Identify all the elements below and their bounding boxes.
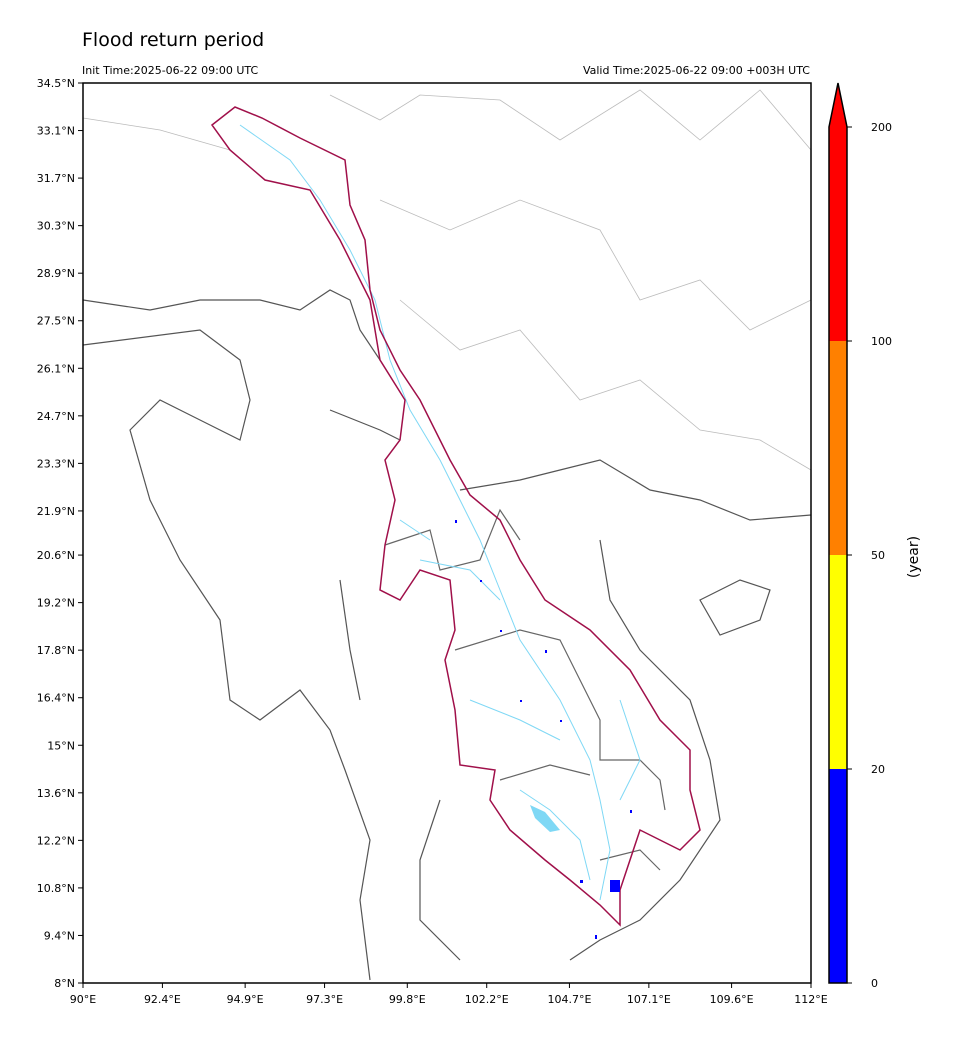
y-tick-label: 27.5°N — [37, 315, 75, 328]
y-tick-label: 28.9°N — [37, 267, 75, 280]
title: Flood return period — [82, 29, 264, 51]
y-tick-label: 21.9°N — [37, 505, 75, 518]
y-tick-label: 23.3°N — [37, 457, 75, 470]
rivers — [239, 124, 641, 901]
x-tick-label: 90°E — [70, 993, 96, 1006]
map-layer — [82, 89, 812, 981]
x-tick-label: 99.8°E — [389, 993, 426, 1006]
flood-pixels — [455, 520, 632, 939]
y-tick-label: 20.6°N — [37, 549, 75, 562]
colorbar-tick-label: 0 — [871, 977, 878, 990]
y-tick-label: 19.2°N — [37, 597, 75, 610]
y-tick-label: 15°N — [47, 739, 75, 752]
x-tick-label: 102.2°E — [465, 993, 509, 1006]
y-tick-label: 34.5°N — [37, 77, 75, 90]
y-tick-label: 17.8°N — [37, 644, 75, 657]
colorbar-tick-label: 100 — [871, 335, 892, 348]
init-time: Init Time:2025-06-22 09:00 UTC — [82, 64, 258, 77]
colorbar-segment — [829, 555, 847, 769]
x-tick-label: 112°E — [794, 993, 827, 1006]
y-tick-label: 10.8°N — [37, 882, 75, 895]
y-tick-label: 9.4°N — [44, 929, 75, 942]
colorbar-frame — [828, 82, 848, 984]
y-tick-label: 16.4°N — [37, 692, 75, 705]
colorbar-label: (year) — [906, 536, 922, 578]
y-tick-label: 31.7°N — [37, 172, 75, 185]
colorbar-tick-label: 20 — [871, 763, 885, 776]
y-tick-label: 26.1°N — [37, 362, 75, 375]
x-tick-label: 97.3°E — [306, 993, 343, 1006]
coastline — [82, 289, 812, 981]
y-tick-label: 24.7°N — [37, 410, 75, 423]
basin-outline — [210, 106, 701, 927]
x-tick-label: 107.1°E — [627, 993, 671, 1006]
y-tick-label: 12.2°N — [37, 834, 75, 847]
x-tick-label: 94.9°E — [227, 993, 264, 1006]
x-tick-label: 92.4°E — [144, 993, 181, 1006]
colorbar-segment — [829, 341, 847, 555]
colorbar-segment — [829, 127, 847, 341]
y-tick-label: 33.1°N — [37, 125, 75, 138]
colorbar-segment — [829, 769, 847, 983]
y-tick-label: 30.3°N — [37, 220, 75, 233]
x-tick-label: 109.6°E — [710, 993, 754, 1006]
colorbar-tick-label: 200 — [871, 121, 892, 134]
y-tick-label: 8°N — [54, 977, 75, 990]
sub-basin-borders — [384, 508, 666, 871]
y-tick-label: 13.6°N — [37, 787, 75, 800]
map-frame — [82, 82, 812, 984]
x-tick-label: 104.7°E — [547, 993, 591, 1006]
tonle-sap — [530, 805, 560, 832]
colorbar-tick-label: 50 — [871, 549, 885, 562]
country-borders — [82, 89, 812, 471]
colorbar-extend — [829, 83, 847, 127]
valid-time: Valid Time:2025-06-22 09:00 +003H UTC — [583, 64, 810, 77]
